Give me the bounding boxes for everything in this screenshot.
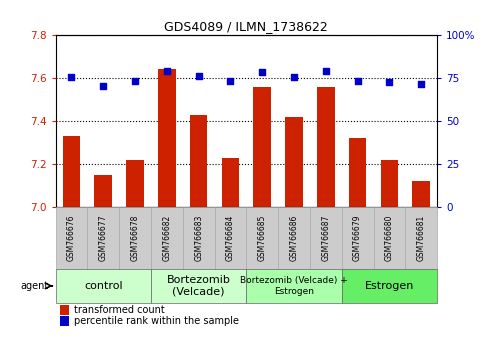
Point (227, 78, 234, 84)
Point (385, 79, 393, 85)
Bar (190, 115, 207, 207)
Point (163, 69, 170, 74)
Bar (222, 158, 239, 207)
Bar (126, 160, 144, 207)
Point (354, 78, 361, 84)
Text: percentile rank within the sample: percentile rank within the sample (74, 316, 239, 326)
Point (417, 81, 425, 87)
Bar (381, 160, 398, 207)
Bar (95, 175, 112, 207)
Point (131, 78, 139, 84)
Point (68, 75, 75, 80)
Text: GSM766680: GSM766680 (385, 215, 394, 261)
Text: transformed count: transformed count (74, 305, 165, 315)
Text: GSM766686: GSM766686 (289, 215, 298, 261)
Text: GSM766679: GSM766679 (353, 215, 362, 261)
Text: GSM766684: GSM766684 (226, 215, 235, 261)
Bar (317, 87, 335, 207)
Point (258, 69, 266, 75)
Bar (285, 117, 303, 207)
Text: control: control (84, 281, 123, 291)
Bar (412, 181, 430, 207)
Text: Estrogen: Estrogen (365, 281, 414, 291)
Text: GSM766685: GSM766685 (258, 215, 267, 261)
Point (290, 74, 298, 79)
Text: GSM766677: GSM766677 (99, 215, 108, 261)
Bar (158, 69, 176, 207)
Bar (63, 136, 80, 207)
Point (322, 69, 330, 74)
Text: GSM766678: GSM766678 (130, 215, 140, 261)
Text: GSM766676: GSM766676 (67, 215, 76, 261)
Title: GDS4089 / ILMN_1738622: GDS4089 / ILMN_1738622 (164, 20, 328, 33)
Text: agent: agent (20, 281, 48, 291)
Text: Bortezomib (Velcade) +
Estrogen: Bortezomib (Velcade) + Estrogen (240, 276, 348, 296)
Text: Bortezomib
(Velcade): Bortezomib (Velcade) (167, 275, 230, 297)
Text: GSM766683: GSM766683 (194, 215, 203, 261)
Text: GSM766681: GSM766681 (417, 215, 426, 261)
Point (195, 73, 202, 79)
Point (99, 83, 107, 89)
Text: GSM766682: GSM766682 (162, 215, 171, 261)
Bar (349, 138, 367, 207)
Text: GSM766687: GSM766687 (321, 215, 330, 261)
Bar (254, 87, 271, 207)
